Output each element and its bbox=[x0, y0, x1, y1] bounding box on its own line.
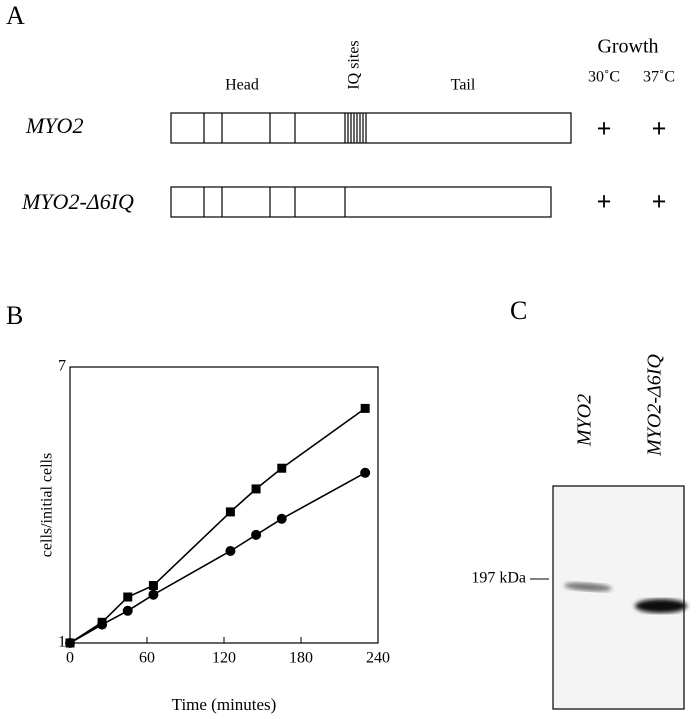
point bbox=[65, 638, 75, 648]
growth-header: Growth bbox=[597, 36, 658, 58]
gene-name: MYO2-Δ6IQ bbox=[21, 189, 134, 214]
x-tick-label: 60 bbox=[139, 650, 155, 667]
growth-mark: + bbox=[652, 114, 667, 143]
blot bbox=[552, 485, 685, 710]
point bbox=[225, 546, 236, 556]
y-tick-label: 1 bbox=[58, 634, 66, 651]
point bbox=[251, 529, 262, 540]
x-tick-label: 180 bbox=[289, 650, 313, 667]
point bbox=[360, 467, 371, 478]
gene-name: MYO2 bbox=[25, 113, 83, 138]
domain-label: Tail bbox=[451, 77, 476, 94]
x-tick-label: 120 bbox=[212, 650, 236, 667]
point bbox=[277, 463, 287, 473]
size-marker: 197 kDa bbox=[471, 570, 526, 587]
lane-label: MYO2 bbox=[574, 394, 596, 447]
growth-mark: + bbox=[597, 187, 612, 216]
point bbox=[251, 484, 261, 494]
blot-band bbox=[564, 582, 612, 592]
point bbox=[360, 403, 370, 413]
panel-label: B bbox=[6, 301, 23, 330]
growth-mark: + bbox=[652, 187, 667, 216]
panel-label: C bbox=[510, 296, 527, 325]
lane-label: MYO2-Δ6IQ bbox=[644, 354, 666, 457]
point bbox=[276, 513, 287, 524]
series-line bbox=[69, 472, 366, 644]
growth-mark: + bbox=[597, 114, 612, 143]
plot-frame bbox=[69, 366, 379, 644]
y-axis-label: cells/initial cells bbox=[39, 453, 56, 557]
y-tick-label: 7 bbox=[58, 358, 66, 375]
gene-diagram bbox=[170, 112, 572, 218]
blot-band bbox=[635, 599, 687, 613]
temperature: 30˚C bbox=[588, 69, 620, 86]
point bbox=[97, 619, 108, 630]
x-tick-label: 240 bbox=[366, 650, 390, 667]
temperature: 37˚C bbox=[643, 69, 675, 86]
point bbox=[123, 592, 133, 602]
domain-label: IQ sites bbox=[346, 40, 363, 89]
x-axis-label: Time (minutes) bbox=[172, 695, 277, 714]
point bbox=[122, 605, 133, 616]
panel-label: A bbox=[6, 1, 25, 30]
point bbox=[148, 589, 159, 600]
domain-label: Head bbox=[225, 77, 259, 94]
point bbox=[148, 581, 158, 590]
point bbox=[225, 507, 235, 517]
series-line bbox=[69, 407, 366, 644]
x-tick-label: 0 bbox=[66, 650, 74, 667]
